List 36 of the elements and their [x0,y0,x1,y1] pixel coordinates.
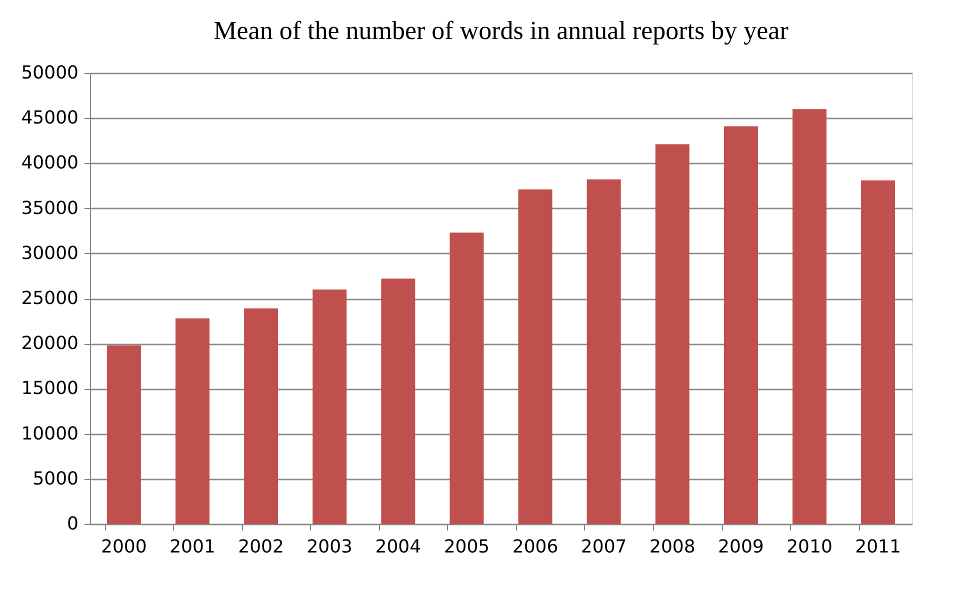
x-tick-label: 2003 [306,536,353,558]
x-tick-label: 2006 [512,536,558,558]
x-tick-label: 2005 [444,536,490,558]
x-tick-label: 2007 [580,536,627,558]
bar [244,308,278,524]
y-tick-label: 20000 [21,333,78,354]
y-tick-label: 0 [67,514,78,534]
y-tick-label: 10000 [21,423,78,444]
bar [518,189,552,524]
x-tick-label: 2000 [101,536,147,558]
y-tick-label: 35000 [21,198,78,219]
x-tick-label: 2004 [375,536,422,558]
x-tick-label: 2001 [170,536,216,558]
bar [450,232,484,524]
bar [106,345,141,524]
y-tick-label: 15000 [21,378,78,400]
y-tick-label: 40000 [21,152,78,174]
bar [861,180,896,524]
x-tick-label: 2010 [786,536,832,558]
x-tick-label: 2009 [718,536,764,558]
bar [175,318,210,524]
bar [655,144,690,524]
bar [724,126,758,524]
bar [792,109,827,524]
y-tick-label: 5000 [32,468,78,490]
x-tick-label: 2008 [649,536,696,558]
y-tick-label: 25000 [21,288,78,309]
y-tick-label: 30000 [21,242,78,264]
y-tick-label: 45000 [21,108,78,129]
chart-title: Mean of the number of words in annual reports by year [214,16,789,45]
bar [312,289,347,524]
y-tick-label: 50000 [21,62,78,84]
bar [586,179,621,524]
bar [381,278,416,524]
x-tick-label: 2002 [238,536,284,558]
x-tick-label: 2011 [855,536,901,558]
